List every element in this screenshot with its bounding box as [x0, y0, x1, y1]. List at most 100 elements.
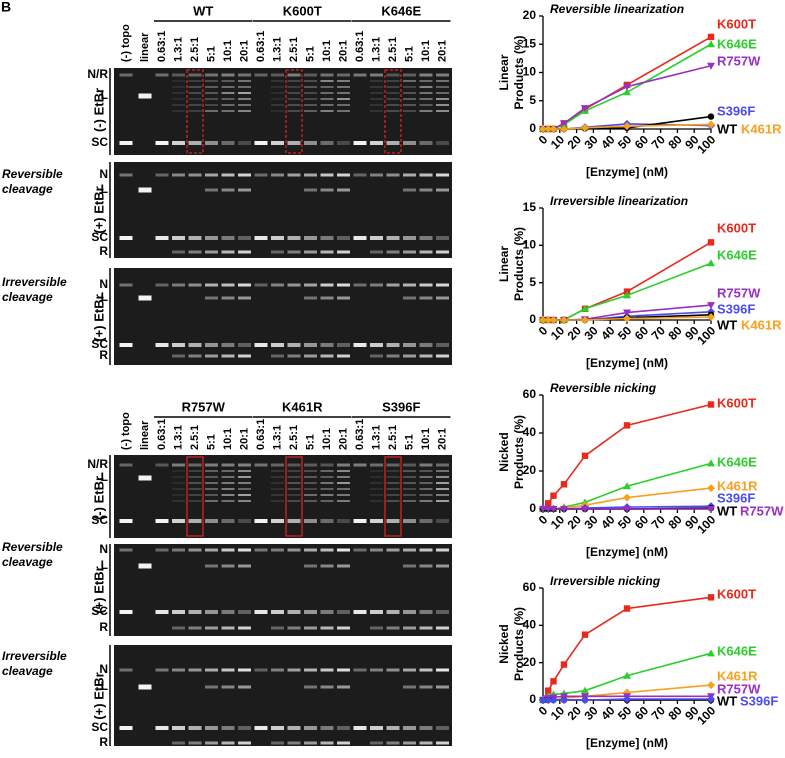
- gel-band: [436, 343, 449, 347]
- gel-band: [221, 236, 235, 240]
- gel-band: [287, 494, 301, 496]
- gel-band: [436, 626, 449, 630]
- gel-band: [419, 494, 433, 496]
- data-point: [623, 291, 631, 299]
- gel-band: [337, 494, 350, 496]
- band-label: SC: [91, 337, 108, 351]
- gel-band: [304, 98, 317, 100]
- gel-band: [320, 354, 334, 358]
- gel-band: [221, 610, 235, 614]
- gel-band: [386, 92, 400, 94]
- gel-band: [320, 343, 334, 347]
- data-point: [623, 671, 631, 679]
- gel-band: [238, 668, 251, 672]
- x-axis-label: [Enzyme] (nM): [586, 736, 668, 750]
- gel-band: [172, 98, 185, 100]
- gel-band: [254, 548, 268, 552]
- gel-band: [370, 463, 383, 467]
- band-label: L: [101, 88, 108, 102]
- gel-band: [238, 685, 251, 689]
- gel-band: [238, 92, 251, 94]
- gel-band: [238, 283, 251, 287]
- gel-band: [370, 98, 383, 100]
- lane-label: 2.5:1: [387, 37, 399, 62]
- data-point: [560, 696, 568, 704]
- gel-band: [304, 488, 317, 490]
- gel-band: [271, 610, 284, 614]
- gel-band: [172, 92, 185, 94]
- gel-band: [287, 73, 301, 77]
- gel-band: [119, 141, 133, 145]
- gel-band: [436, 104, 449, 106]
- series-label: K646E: [717, 643, 757, 658]
- gel-band: [403, 98, 416, 100]
- band-label: SC: [91, 135, 108, 149]
- gel-band: [419, 741, 433, 745]
- gel-band: [386, 741, 400, 745]
- data-point: [539, 506, 547, 513]
- gel-band: [320, 80, 334, 82]
- x-axis-label: [Enzyme] (nM): [586, 545, 668, 559]
- gel-band: [271, 73, 284, 77]
- gel-band: [188, 92, 202, 94]
- gel-band: [287, 86, 301, 88]
- band-label: N: [99, 542, 108, 556]
- x-tick-label: 100: [694, 703, 718, 727]
- gel-band: [419, 283, 433, 287]
- gel-band: [337, 173, 350, 177]
- gel-band: [138, 187, 152, 193]
- lane-label: 10:1: [321, 40, 333, 62]
- gel-band: [320, 463, 334, 467]
- gel-band: [238, 470, 251, 472]
- gel-band: [188, 726, 202, 730]
- data-point: [560, 120, 568, 128]
- lane-label: 20:1: [436, 428, 448, 450]
- y-tick-label: 40: [523, 618, 537, 632]
- gel-band: [155, 73, 169, 77]
- gel-band: [403, 250, 416, 254]
- gel-band: [419, 519, 433, 523]
- gel-band: [205, 463, 218, 467]
- group-label: K646E: [381, 3, 421, 18]
- data-point: [544, 125, 553, 133]
- gel-band: [403, 668, 416, 672]
- gel-band: [436, 668, 449, 672]
- y-tick-label: 0: [529, 692, 536, 706]
- data-point: [707, 649, 715, 657]
- gel-band: [287, 668, 301, 672]
- gel-band: [320, 610, 334, 614]
- gel-band: [419, 354, 433, 358]
- gel-band: [419, 470, 433, 472]
- gel-band: [205, 173, 218, 177]
- gel-band: [386, 476, 400, 478]
- gel-band: [403, 236, 416, 240]
- gel-band: [419, 141, 433, 145]
- lane-label: 10:1: [420, 40, 432, 62]
- data-point: [545, 687, 552, 694]
- gel-band: [188, 250, 202, 254]
- gel-band: [287, 80, 301, 82]
- gel-band: [188, 494, 202, 496]
- gel-band: [172, 668, 185, 672]
- lane-label: 2.5:1: [189, 37, 201, 62]
- gel-band: [353, 463, 367, 467]
- gel-band: [386, 173, 400, 177]
- condition-label: (+) EtBr: [91, 186, 106, 233]
- gel-band: [386, 626, 400, 630]
- gel-band: [370, 741, 383, 745]
- gel-band: [238, 354, 251, 358]
- gel-band: [386, 250, 400, 254]
- gel-band: [320, 98, 334, 100]
- band-label: N/R: [87, 67, 108, 81]
- gel-band: [337, 80, 350, 82]
- data-point: [707, 484, 715, 493]
- lane-label: 0.63:1: [354, 419, 366, 450]
- gel-band: [172, 494, 185, 496]
- gel-band: [320, 494, 334, 496]
- gel-band: [436, 296, 449, 300]
- data-point: [581, 105, 589, 113]
- gel-band: [370, 610, 383, 614]
- gel-band: [172, 726, 185, 730]
- gel-band: [304, 104, 317, 106]
- gel-band: [320, 110, 334, 112]
